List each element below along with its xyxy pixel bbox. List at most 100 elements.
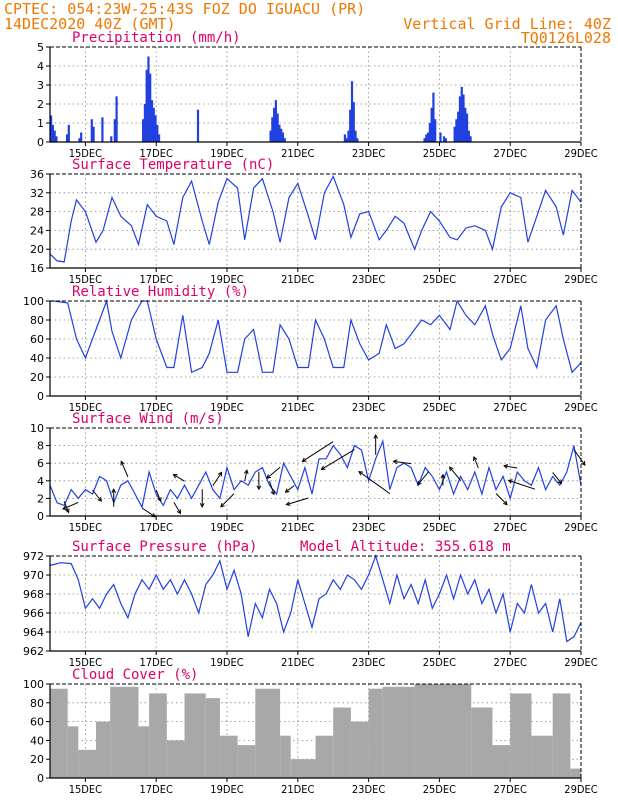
wind-arrow-head xyxy=(557,479,563,485)
wind-arrow xyxy=(220,493,235,508)
y-tick-label: 962 xyxy=(23,645,44,658)
x-tick-label: 17DEC xyxy=(140,147,173,160)
wind-arrow xyxy=(508,479,536,490)
precip-bar xyxy=(354,130,357,142)
wind-arrow-head xyxy=(120,460,125,466)
precip-bar xyxy=(90,119,93,142)
precip-bar xyxy=(269,130,272,142)
panel-title: Surface Pressure (hPa) xyxy=(72,539,257,555)
precip-bar xyxy=(53,130,56,142)
wind-arrow xyxy=(302,441,334,462)
precip-bar xyxy=(444,138,447,142)
y-tick-label: 968 xyxy=(23,588,44,601)
x-tick-label: 25DEC xyxy=(423,521,456,534)
precip-bar xyxy=(352,102,355,142)
x-tick-label: 19DEC xyxy=(210,656,243,669)
precip-bar xyxy=(423,138,426,142)
y-tick-label: 24 xyxy=(30,224,44,237)
wind-arrow xyxy=(417,471,430,486)
x-tick-label: 21DEC xyxy=(281,783,314,796)
x-tick-label: 25DEC xyxy=(423,656,456,669)
panel-annotation: Model Altitude: 355.618 m xyxy=(300,539,511,555)
cloud-bar xyxy=(471,707,493,778)
wind-arrow xyxy=(449,466,462,481)
x-tick-label: 21DEC xyxy=(281,273,314,286)
wind-arrow xyxy=(155,489,162,502)
precip-bar xyxy=(278,124,281,142)
x-tick-label: 23DEC xyxy=(352,147,385,160)
precip-bar xyxy=(145,69,148,142)
y-tick-label: 20 xyxy=(30,753,44,766)
cloud-bar xyxy=(368,688,383,778)
wind-arrow-head xyxy=(61,505,67,510)
wind-arrow-head xyxy=(448,466,454,472)
cloud-bar xyxy=(138,726,150,778)
wind-arrow-head xyxy=(581,460,586,466)
cloud-bar xyxy=(110,686,139,778)
precip-bar xyxy=(347,130,350,142)
x-tick-label: 15DEC xyxy=(69,521,102,534)
precip-bar xyxy=(457,111,460,142)
header: CPTEC: 054:23W-25:43S FOZ DO IGUACU (PR)… xyxy=(4,0,611,47)
x-tick-label: 23DEC xyxy=(352,273,385,286)
y-tick-label: 1 xyxy=(37,117,44,130)
y-tick-label: 2 xyxy=(37,492,44,505)
x-tick-label: 29DEC xyxy=(564,401,597,414)
precip-bar xyxy=(149,73,152,142)
precip-bar xyxy=(115,96,118,142)
x-tick-label: 17DEC xyxy=(140,273,173,286)
x-tick-label: 25DEC xyxy=(423,273,456,286)
y-tick-label: 4 xyxy=(37,475,44,488)
x-tick-label: 21DEC xyxy=(281,401,314,414)
panel-3: Surface Wind (m/s) 0 2 4 6 8 10 15DEC 17DEC 19DEC… xyxy=(30,411,598,534)
x-tick-label: 27DEC xyxy=(494,656,527,669)
y-tick-label: 16 xyxy=(30,262,44,275)
y-tick-label: 5 xyxy=(37,41,44,54)
precip-bar xyxy=(276,113,279,142)
wind-arrow-head xyxy=(284,488,290,493)
precip-bar xyxy=(273,107,276,142)
header-model: TQ0126L028 xyxy=(521,29,611,47)
wind-arrow-head xyxy=(97,497,102,502)
precip-bar xyxy=(51,124,54,142)
x-tick-label: 15DEC xyxy=(69,147,102,160)
series-line xyxy=(49,554,582,643)
x-tick-label: 15DEC xyxy=(69,401,102,414)
cloud-bar xyxy=(184,693,206,778)
precip-bar xyxy=(467,130,470,142)
cloud-bar xyxy=(414,684,472,778)
y-tick-label: 966 xyxy=(23,607,44,620)
precip-bar xyxy=(434,119,437,142)
y-tick-label: 20 xyxy=(30,371,44,384)
x-tick-label: 17DEC xyxy=(140,521,173,534)
cloud-bar xyxy=(290,759,316,778)
precip-bar xyxy=(465,113,469,142)
cloud-bar xyxy=(149,693,167,778)
x-tick-label: 29DEC xyxy=(564,521,597,534)
precip-bar xyxy=(92,126,95,142)
precip-bar xyxy=(67,124,70,142)
panel-1: Surface Temperature (nC) 16 20 24 28 32 36 15DE… xyxy=(30,157,598,286)
x-tick-label: 25DEC xyxy=(423,147,456,160)
cloud-bar xyxy=(552,693,571,778)
y-tick-label: 40 xyxy=(30,734,44,747)
wind-arrow xyxy=(473,456,479,469)
x-tick-label: 15DEC xyxy=(69,783,102,796)
x-tick-label: 19DEC xyxy=(210,521,243,534)
wind-arrow xyxy=(173,502,181,514)
x-tick-label: 23DEC xyxy=(352,783,385,796)
cloud-bar xyxy=(350,721,369,778)
y-tick-label: 8 xyxy=(37,440,44,453)
y-tick-label: 0 xyxy=(37,510,44,523)
cloud-bar xyxy=(255,688,281,778)
series-line xyxy=(49,438,582,509)
cloud-bar xyxy=(205,698,220,778)
y-tick-label: 60 xyxy=(30,333,44,346)
precip-bar xyxy=(110,136,113,142)
wind-arrow-head xyxy=(199,503,205,508)
precip-bar xyxy=(345,138,348,142)
cloud-bar xyxy=(237,745,256,778)
wind-arrow-head xyxy=(270,490,276,496)
precip-bar xyxy=(78,138,81,142)
wind-arrow-head xyxy=(157,496,162,502)
